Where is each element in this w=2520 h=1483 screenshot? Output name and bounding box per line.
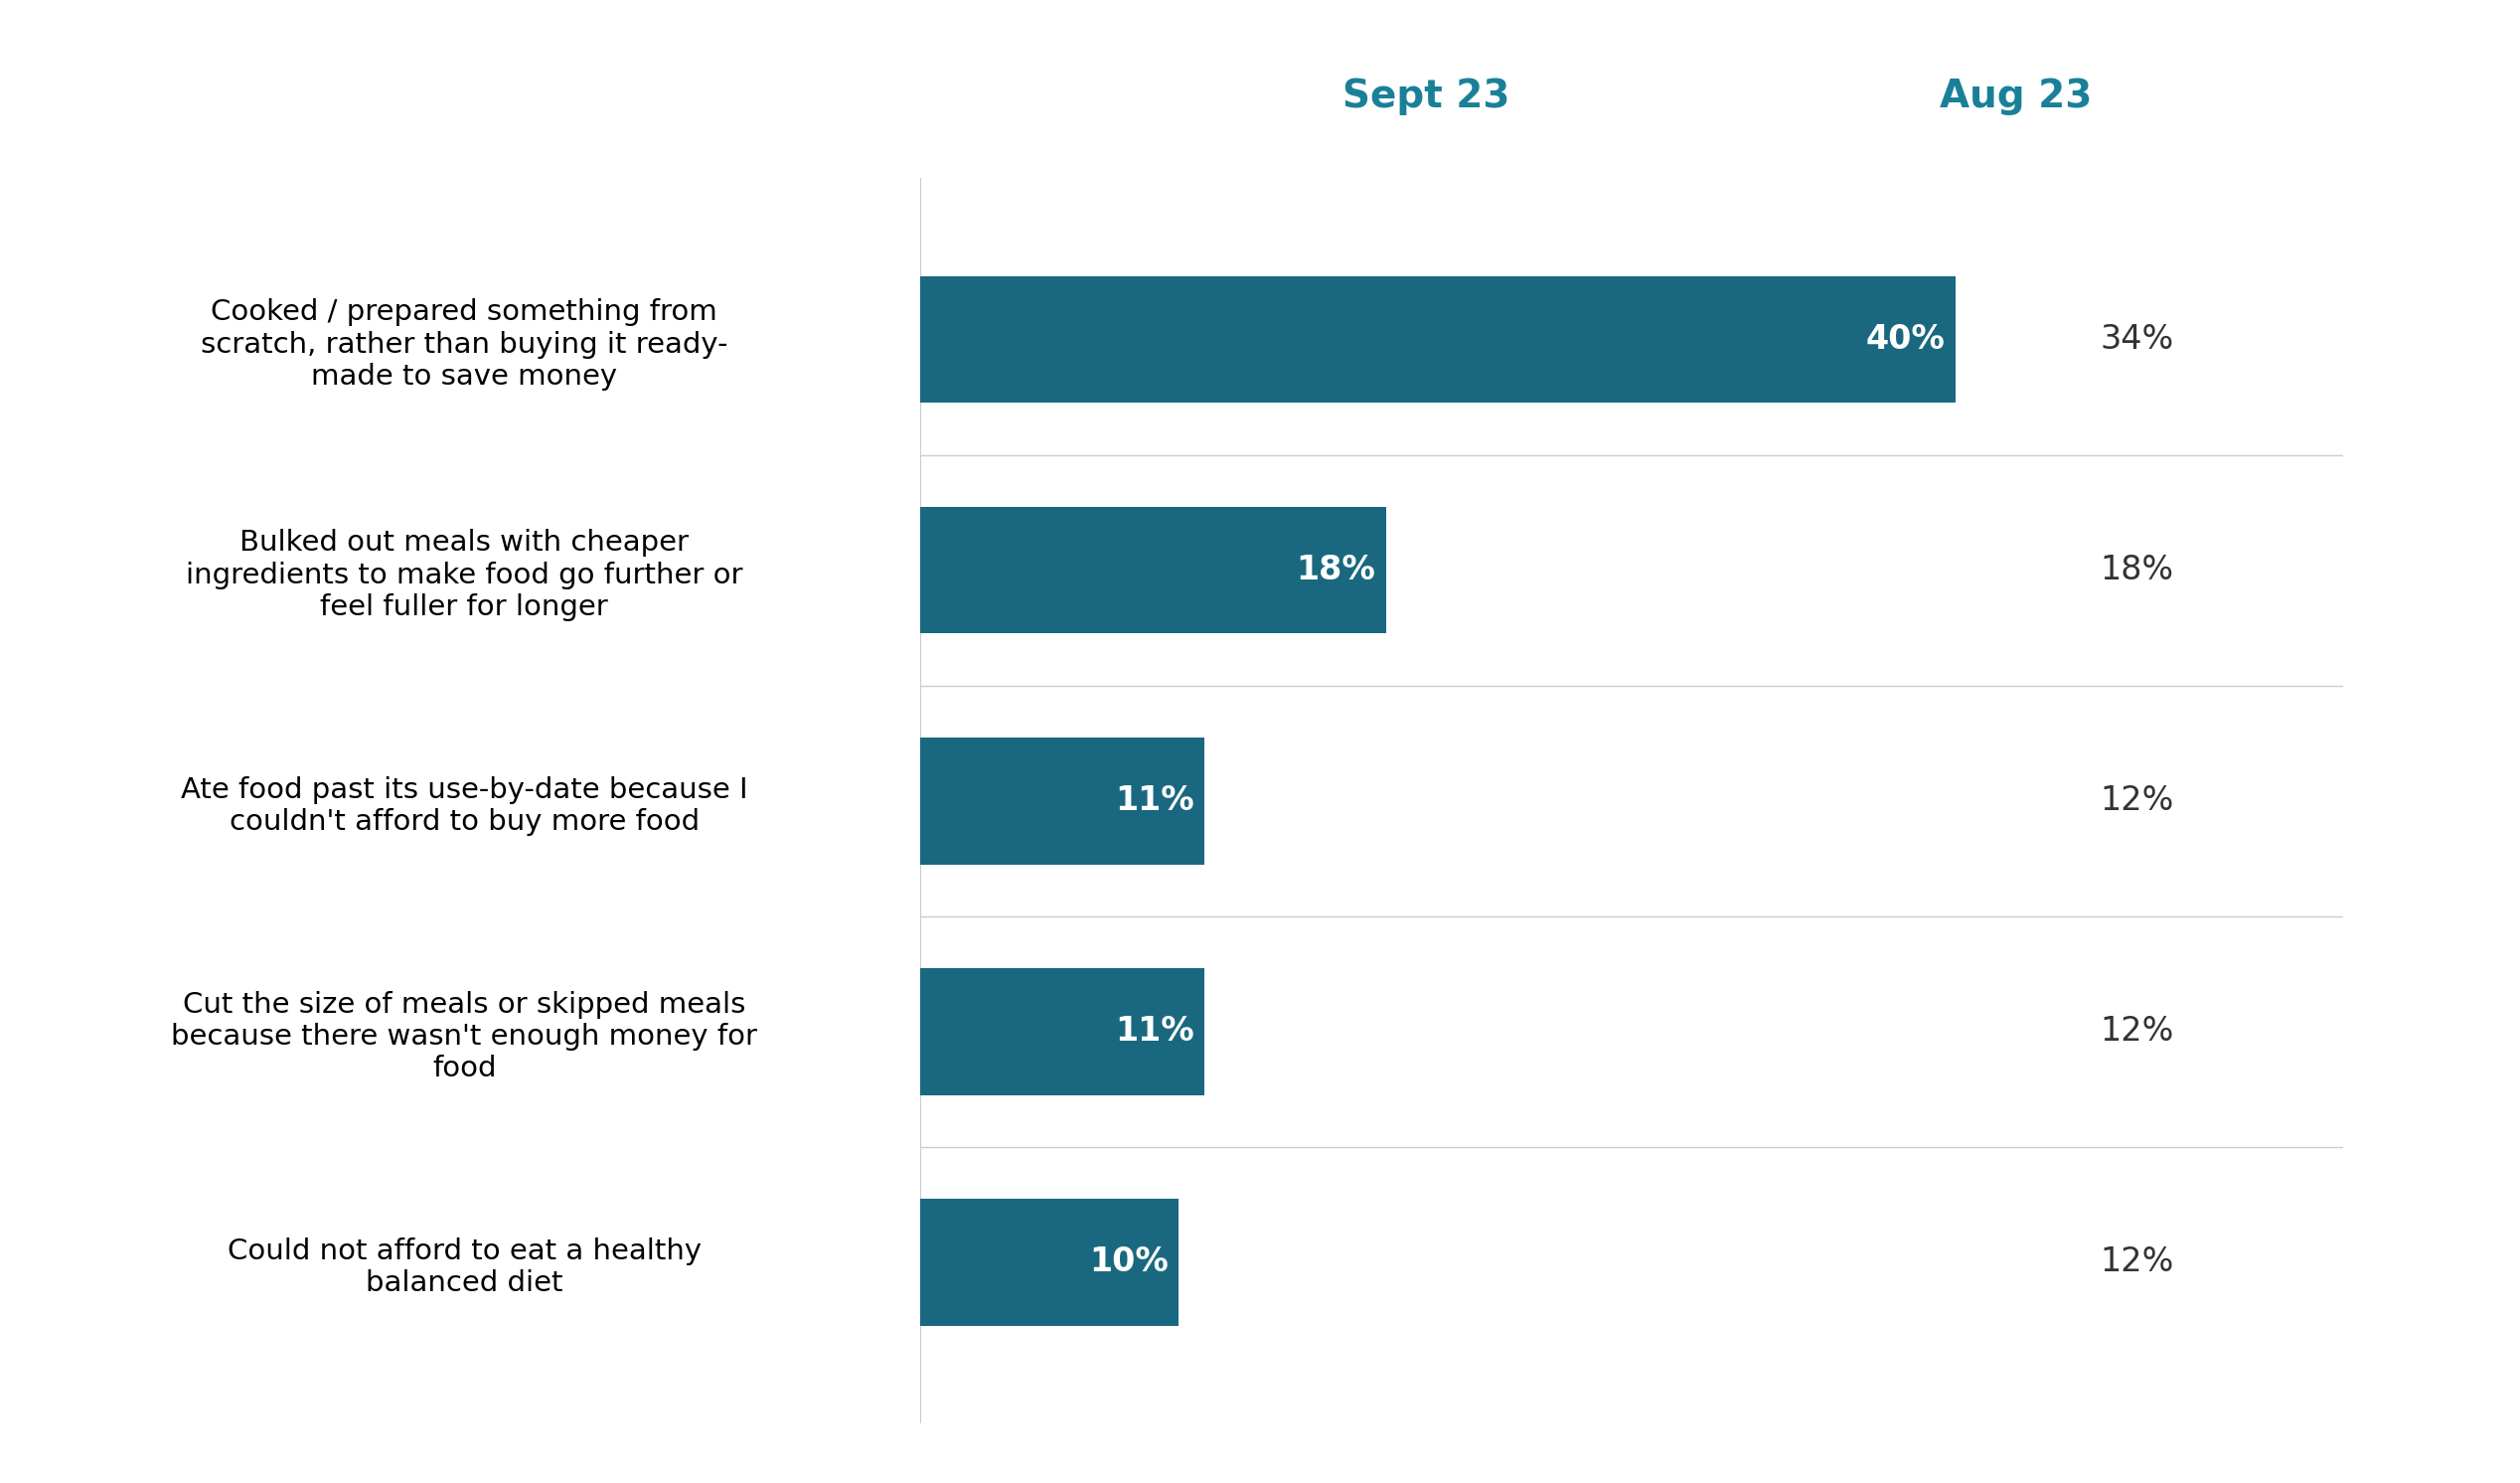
Bar: [920, 968, 1205, 1094]
Text: 34%: 34%: [2099, 323, 2172, 356]
Bar: [920, 276, 1956, 403]
Bar: [920, 737, 1205, 865]
Text: 12%: 12%: [2099, 1014, 2172, 1048]
Bar: [920, 507, 1386, 633]
Text: 11%: 11%: [1114, 1014, 1194, 1048]
Text: 12%: 12%: [2099, 785, 2172, 817]
Text: 18%: 18%: [2099, 553, 2172, 587]
Text: 18%: 18%: [1295, 553, 1376, 587]
Text: Aug 23: Aug 23: [1940, 77, 2092, 116]
Text: Sept 23: Sept 23: [1343, 77, 1509, 116]
Text: 40%: 40%: [1865, 323, 1945, 356]
Bar: [920, 1198, 1179, 1326]
Text: 12%: 12%: [2099, 1246, 2172, 1278]
Text: 10%: 10%: [1089, 1246, 1169, 1278]
Text: 11%: 11%: [1114, 785, 1194, 817]
